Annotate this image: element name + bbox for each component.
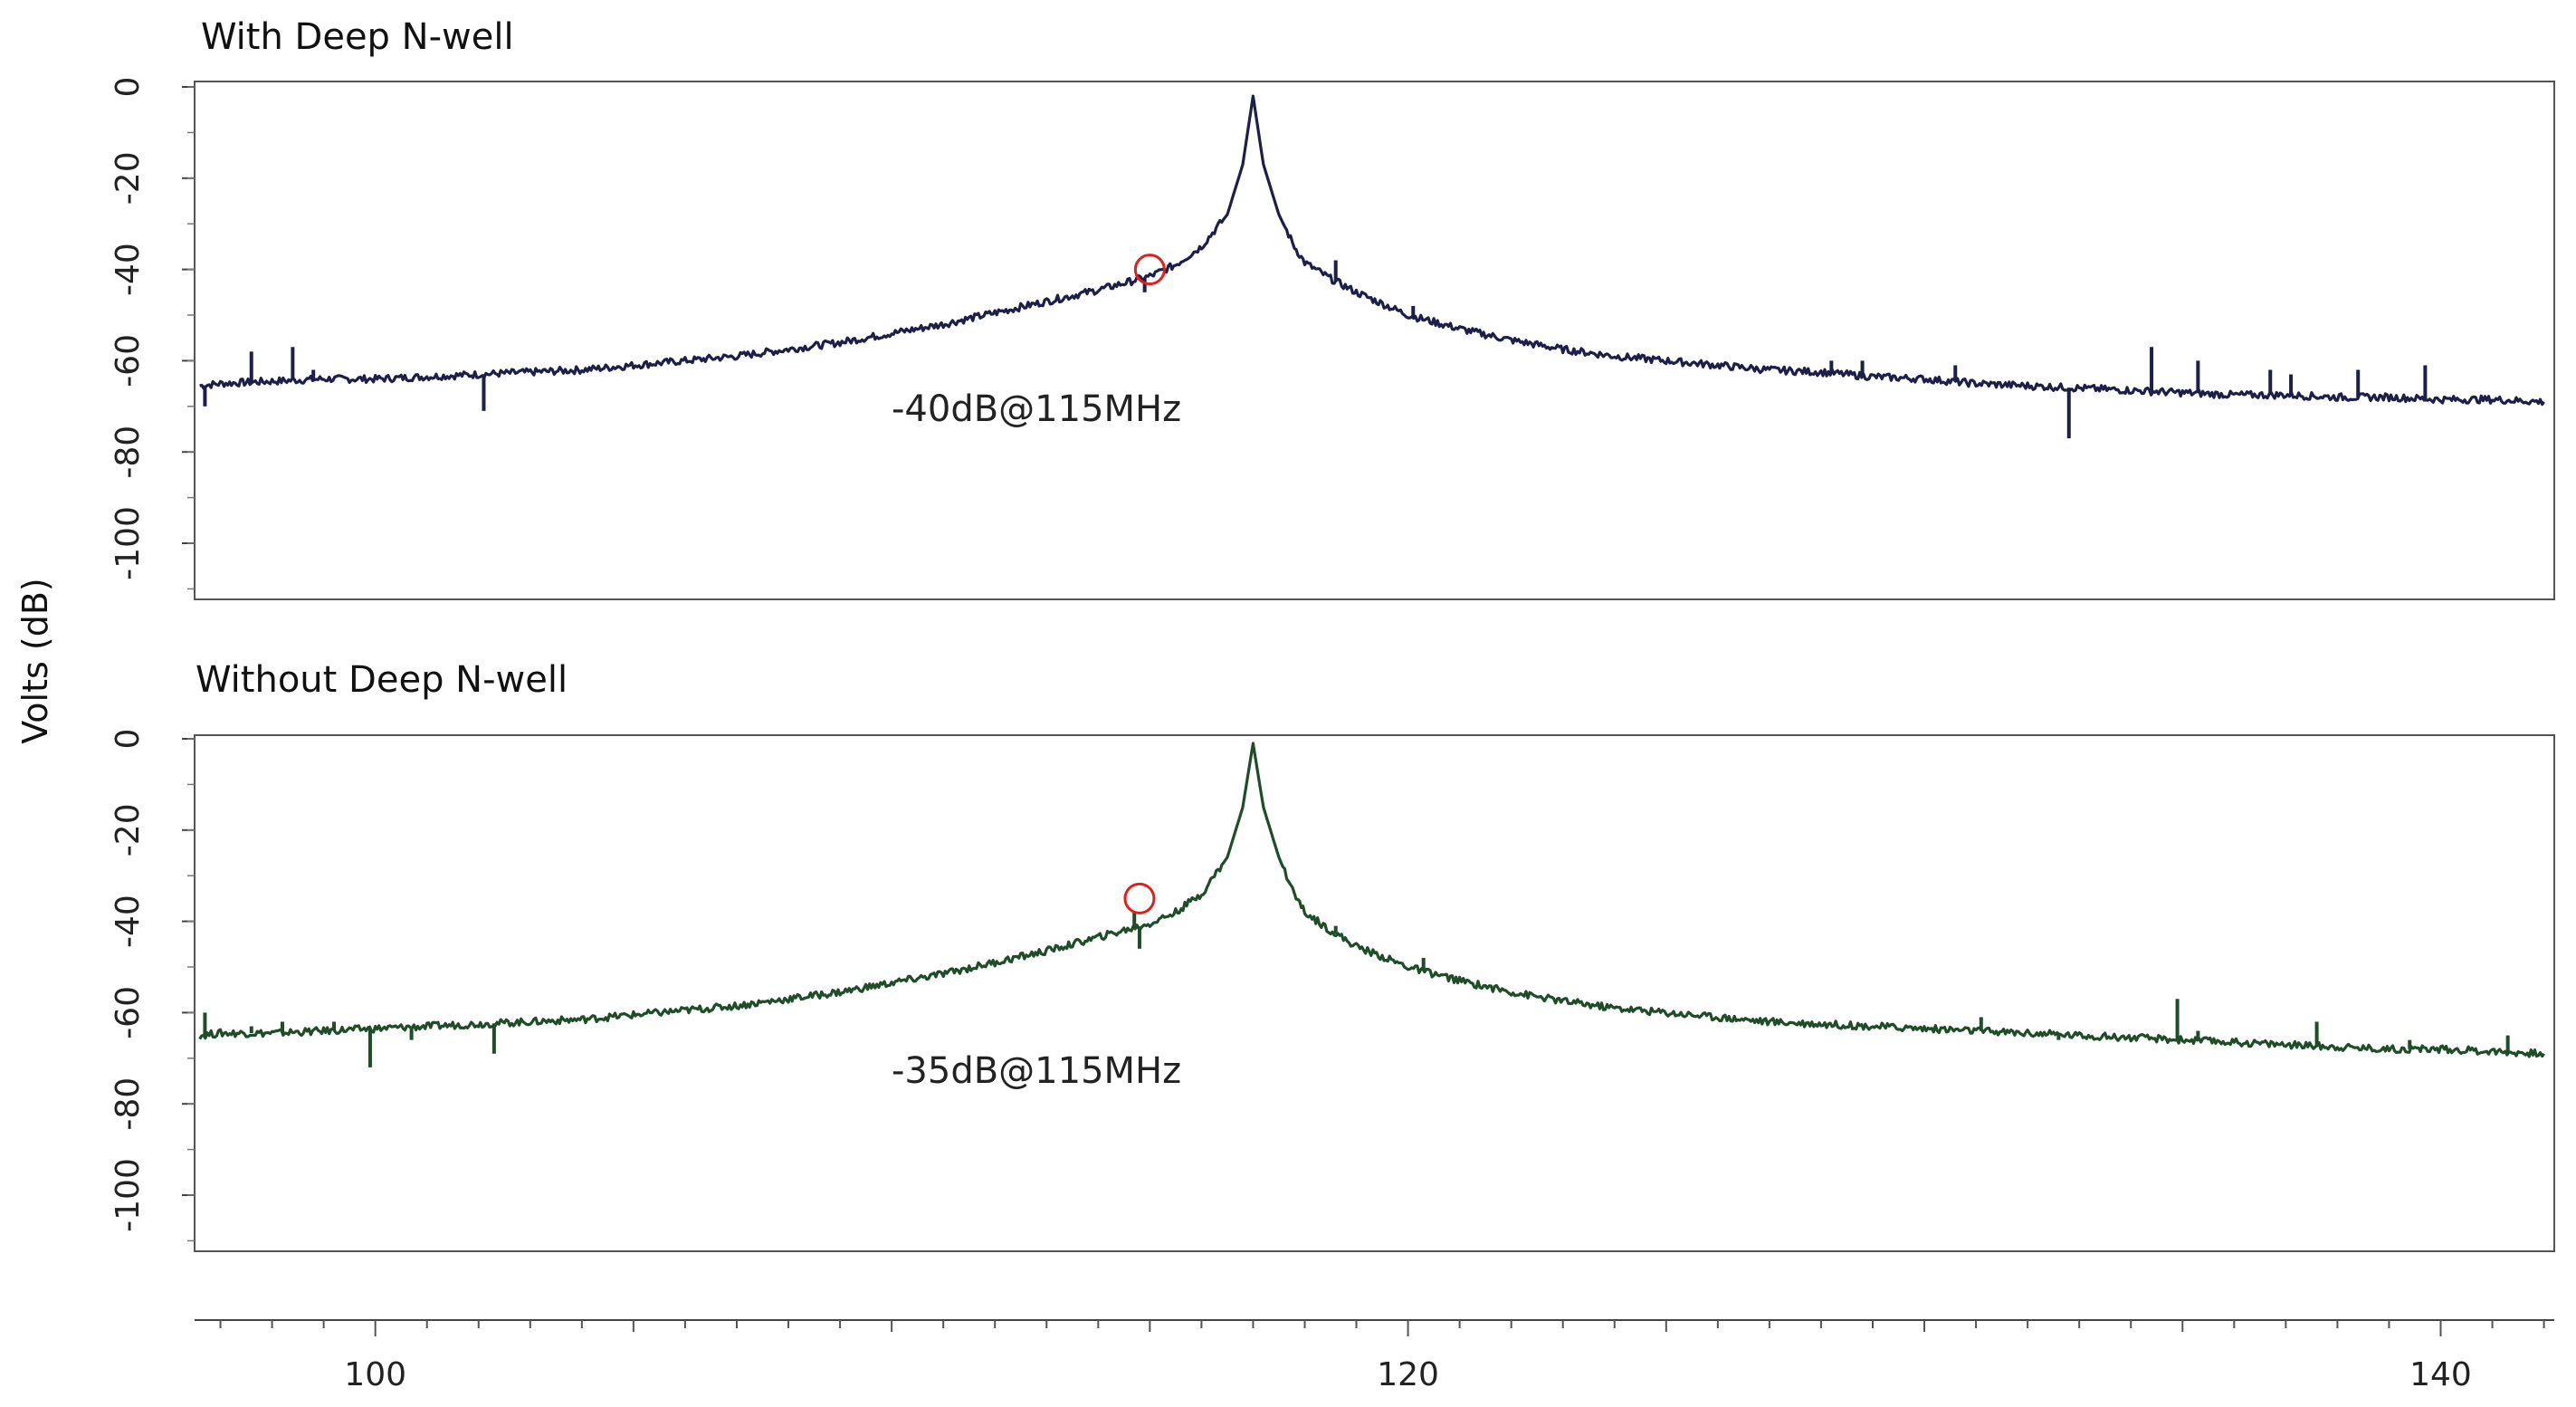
marker-circle: [1133, 254, 1166, 286]
plot-frame: [194, 734, 2555, 1252]
x-tick-label: 140: [2409, 1356, 2472, 1393]
y-tick-label: 0: [110, 77, 147, 98]
y-tick-label: -60: [110, 334, 147, 388]
y-tick-label: -20: [110, 151, 147, 205]
y-axis-label: Volts (dB): [15, 578, 55, 743]
shared-x-axis: 100 120 140: [195, 1319, 2554, 1393]
panel-title: Without Deep N-well: [196, 659, 568, 701]
panel-title: With Deep N-well: [201, 16, 514, 58]
y-tick-label: -60: [110, 986, 147, 1039]
y-tick-label: 0: [110, 729, 147, 750]
y-tick-label: -40: [110, 895, 147, 948]
y-tick-label: -100: [110, 1158, 147, 1232]
spectrum-trace: [199, 94, 2545, 407]
spectrum-trace: [198, 742, 2545, 1058]
panel-without-deep-nwell: Without Deep N-well 0 -20 -40 -60 -80 -100 -35…: [110, 659, 2555, 1252]
y-tick-label: -100: [110, 506, 147, 580]
marker-circle: [1123, 882, 1156, 914]
y-tick-label: -40: [110, 243, 147, 296]
y-tick-label: -80: [110, 426, 147, 479]
y-tick-label: -80: [110, 1077, 147, 1131]
panel-with-deep-nwell: With Deep N-well 0 -20 -40 -60 -80 -100 -40dB@…: [110, 16, 2555, 600]
plot-frame: [194, 81, 2555, 600]
y-tick-label: -20: [110, 803, 147, 857]
annotation-label: -35dB@115MHz: [892, 1050, 1181, 1092]
x-tick-label: 100: [344, 1356, 406, 1393]
x-tick-label: 120: [1377, 1356, 1439, 1393]
annotation-label: -40dB@115MHz: [892, 388, 1181, 430]
